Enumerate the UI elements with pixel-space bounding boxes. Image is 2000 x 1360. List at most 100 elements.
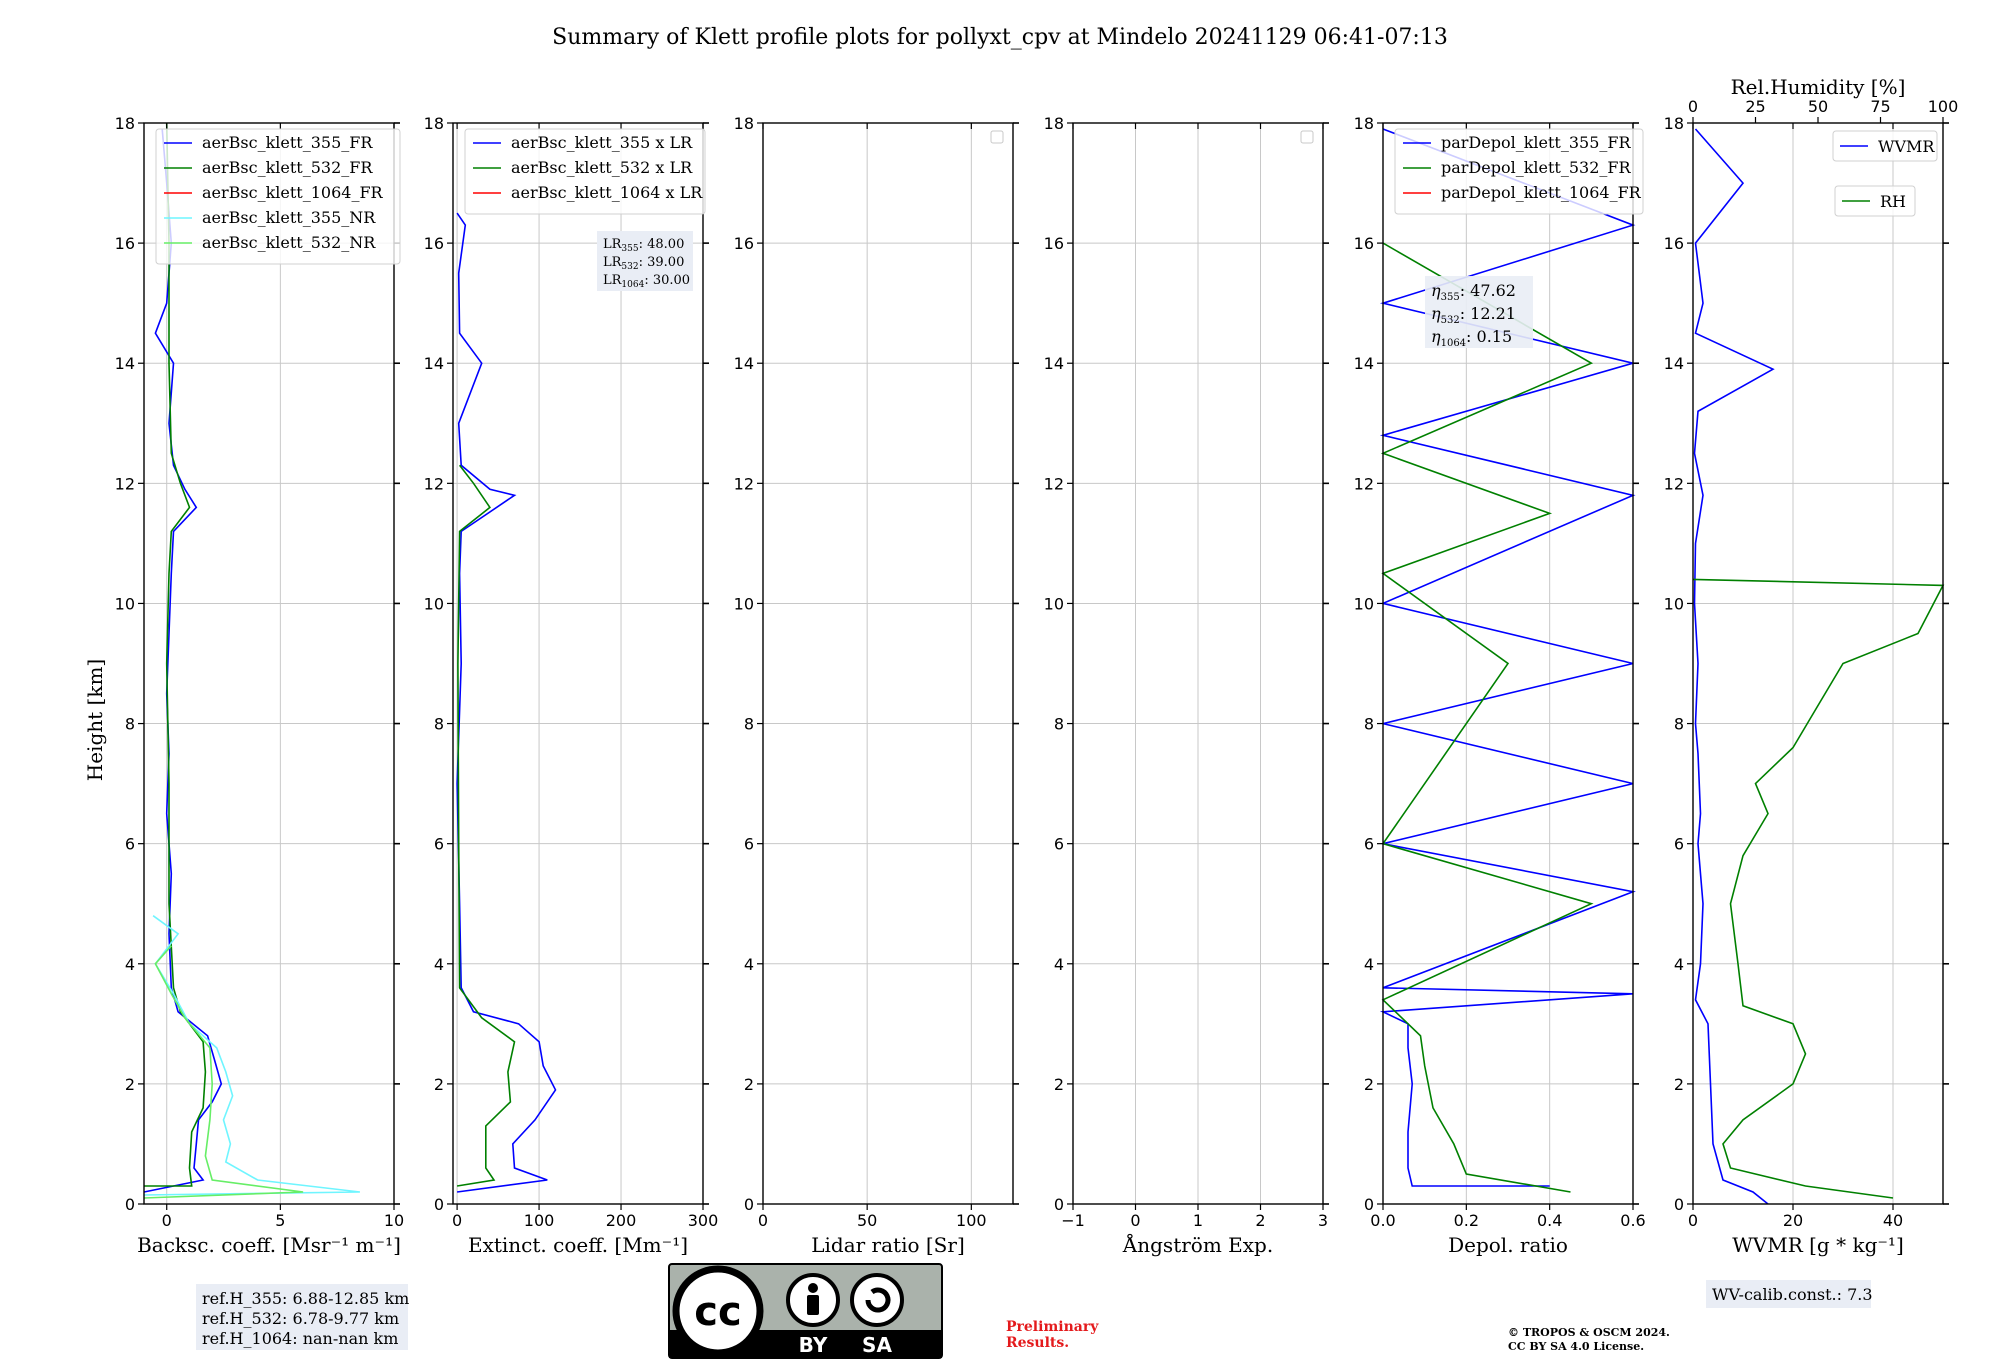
y-tick-label: 10	[1354, 594, 1374, 613]
eta-value-1064: η1064: 0.15	[1431, 327, 1512, 349]
share-alike-arrow	[865, 1287, 891, 1313]
y-tick-label: 4	[434, 955, 444, 974]
y-tick-label: 16	[734, 234, 754, 253]
ref-box-background	[196, 1284, 408, 1350]
x-tick-label: 20	[1783, 1211, 1803, 1230]
legend-box-rh	[1834, 185, 1916, 217]
cc-icon	[672, 1265, 764, 1357]
y-tick-label: 0	[1674, 1195, 1684, 1214]
legend-entry: aerBsc_klett_1064 x LR	[511, 183, 703, 202]
y-tick-label: 12	[1664, 474, 1684, 493]
series-line-aerbsc-klett-532-x-lr	[456, 464, 516, 1187]
ref-h-532: ref.H_532: 6.78-9.77 km	[202, 1309, 399, 1328]
y-tick-label: 2	[1364, 1075, 1374, 1094]
y-tick-label: 4	[125, 955, 135, 974]
y-tick-label: 2	[1674, 1075, 1684, 1094]
x-axis-label: Extinct. coeff. [Mm⁻¹]	[468, 1233, 688, 1257]
y-tick-label: 6	[744, 835, 754, 854]
x-axis-label: Depol. ratio	[1448, 1233, 1568, 1257]
wv-calib-background	[1706, 1280, 1871, 1308]
x-tick-label: 2	[1255, 1211, 1265, 1230]
legend-entry: aerBsc_klett_355_FR	[202, 133, 373, 152]
eta-box	[1425, 276, 1533, 348]
y-tick-label: 12	[1354, 474, 1374, 493]
y-tick-label: 4	[1364, 955, 1374, 974]
y-tick-label: 4	[1054, 955, 1064, 974]
legend-entry-wvmr: WVMR	[1878, 137, 1935, 156]
x-tick-label: 0	[758, 1211, 768, 1230]
x-axis-label: Ångström Exp.	[1122, 1232, 1273, 1257]
cc-icon-text: cc	[694, 1289, 741, 1335]
ref-h-355: ref.H_355: 6.88-12.85 km	[202, 1289, 409, 1308]
top-axis-label: Rel.Humidity [%]	[1731, 75, 1906, 99]
top-tick-label: 25	[1745, 97, 1765, 116]
empty-legend-box	[1300, 130, 1314, 144]
copyright-line2: CC BY SA 4.0 License.	[1508, 1340, 1644, 1353]
y-tick-label: 0	[744, 1195, 754, 1214]
y-tick-label: 8	[125, 715, 135, 734]
legend-box	[464, 128, 706, 215]
x-tick-label: 100	[524, 1211, 555, 1230]
legend-box	[155, 128, 401, 265]
series-line-aerbsc-klett-355-nr	[143, 915, 360, 1196]
legend-entry: aerBsc_klett_532 x LR	[511, 158, 693, 177]
legend-entry: parDepol_klett_355_FR	[1441, 133, 1632, 152]
y-tick-label: 18	[1044, 114, 1064, 133]
ref-h-1064: ref.H_1064: nan-nan km	[202, 1329, 398, 1348]
x-tick-label: 300	[688, 1211, 719, 1230]
x-tick-label: −1	[1061, 1211, 1085, 1230]
lr-value-532: LR532: 39.00	[603, 255, 684, 272]
x-tick-label: 0.0	[1370, 1211, 1395, 1230]
y-tick-label: 14	[115, 354, 135, 373]
y-tick-label: 2	[434, 1075, 444, 1094]
x-axis-label: Lidar ratio [Sr]	[811, 1233, 965, 1257]
cc-license-badge: cc BY SA	[668, 1263, 943, 1359]
y-tick-label: 0	[125, 1195, 135, 1214]
person-icon-head	[808, 1283, 818, 1293]
y-tick-label: 6	[434, 835, 444, 854]
x-axis-label: WVMR [g * kg⁻¹]	[1732, 1233, 1904, 1257]
y-tick-label: 16	[1664, 234, 1684, 253]
y-tick-label: 2	[125, 1075, 135, 1094]
lr-box	[597, 231, 693, 291]
y-tick-label: 18	[734, 114, 754, 133]
share-alike-icon	[850, 1273, 904, 1327]
y-tick-label: 10	[734, 594, 754, 613]
axes-frame	[143, 122, 395, 1205]
x-tick-label: 0.6	[1620, 1211, 1645, 1230]
x-tick-label: 3	[1318, 1211, 1328, 1230]
y-axis-label: Height [km]	[83, 659, 107, 781]
legend-entry: aerBsc_klett_532_NR	[202, 233, 376, 252]
y-tick-label: 6	[1364, 835, 1374, 854]
y-tick-label: 8	[1364, 715, 1374, 734]
y-tick-label: 10	[1044, 594, 1064, 613]
y-tick-label: 6	[125, 835, 135, 854]
y-tick-label: 18	[424, 114, 444, 133]
y-tick-label: 18	[1354, 114, 1374, 133]
x-tick-label: 50	[857, 1211, 877, 1230]
y-tick-label: 16	[115, 234, 135, 253]
eta-value-532: η532: 12.21	[1431, 304, 1516, 326]
figure-title: Summary of Klett profile plots for polly…	[552, 25, 1448, 50]
y-tick-label: 4	[1674, 955, 1684, 974]
y-tick-label: 16	[1044, 234, 1064, 253]
axes-frame	[452, 122, 704, 1205]
y-tick-label: 12	[734, 474, 754, 493]
x-tick-label: 0	[162, 1211, 172, 1230]
y-tick-label: 10	[115, 594, 135, 613]
x-tick-label: 200	[606, 1211, 637, 1230]
series-line-aerbsc-klett-355-fr	[143, 128, 223, 1193]
y-tick-label: 18	[1664, 114, 1684, 133]
top-tick-label: 50	[1808, 97, 1828, 116]
ref-heights-box: ref.H_355: 6.88-12.85 km ref.H_532: 6.78…	[196, 1284, 409, 1350]
wv-calib-box: WV-calib.const.: 7.3	[1706, 1280, 1873, 1308]
y-tick-label: 0	[434, 1195, 444, 1214]
legend-box-wvmr	[1832, 130, 1938, 162]
legend-box	[1394, 128, 1644, 215]
y-tick-label: 8	[434, 715, 444, 734]
series-line-rh	[1692, 578, 1945, 1199]
